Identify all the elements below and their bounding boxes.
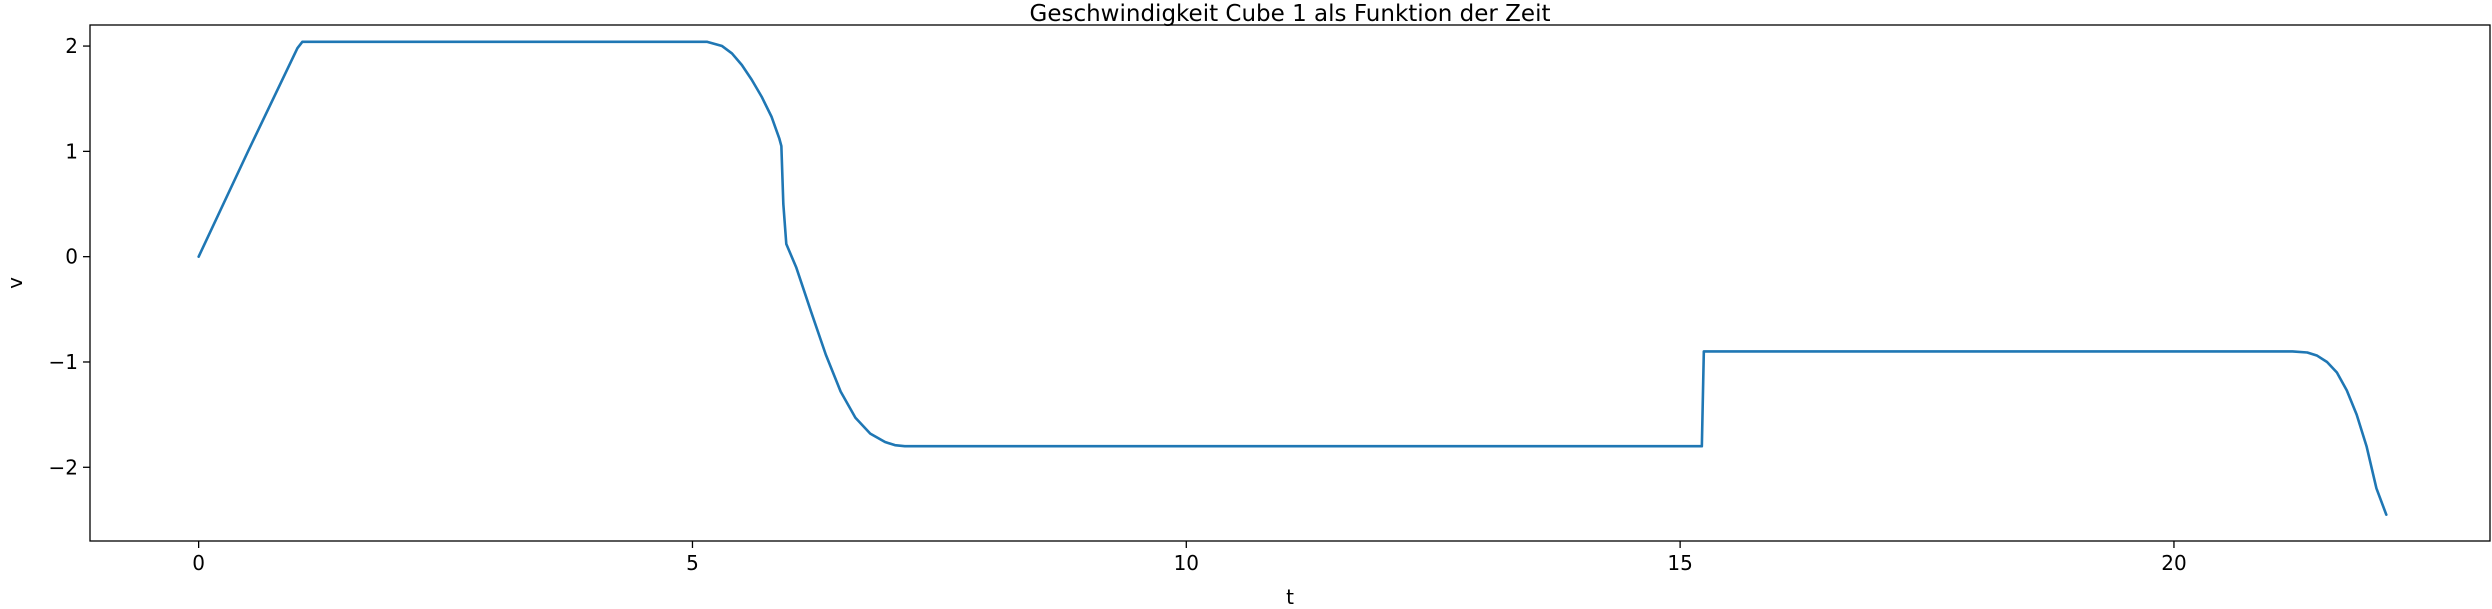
y-tick-label: 1 [65,139,78,163]
y-tick-label: 2 [65,34,78,58]
y-tick-label: −2 [49,455,78,479]
series-line [197,40,2388,516]
x-tick-label: 20 [2161,551,2186,575]
x-tick-label: 10 [1174,551,1199,575]
x-tick-label: 5 [686,551,699,575]
x-tick-label: 15 [1667,551,1692,575]
x-tick-label: 0 [192,551,205,575]
plot-area [197,40,2388,516]
y-tick-label: −1 [49,350,78,374]
y-axis-label: v [3,277,27,289]
x-axis-label: t [1286,585,1294,609]
y-axis: −2 −1 0 1 2 [49,34,90,479]
y-tick-label: 0 [65,245,78,269]
plot-frame [89,24,2491,542]
chart-title: Geschwindigkeit Cube 1 als Funktion der … [1030,1,1551,27]
x-axis: 0 5 10 15 20 [192,541,2187,575]
